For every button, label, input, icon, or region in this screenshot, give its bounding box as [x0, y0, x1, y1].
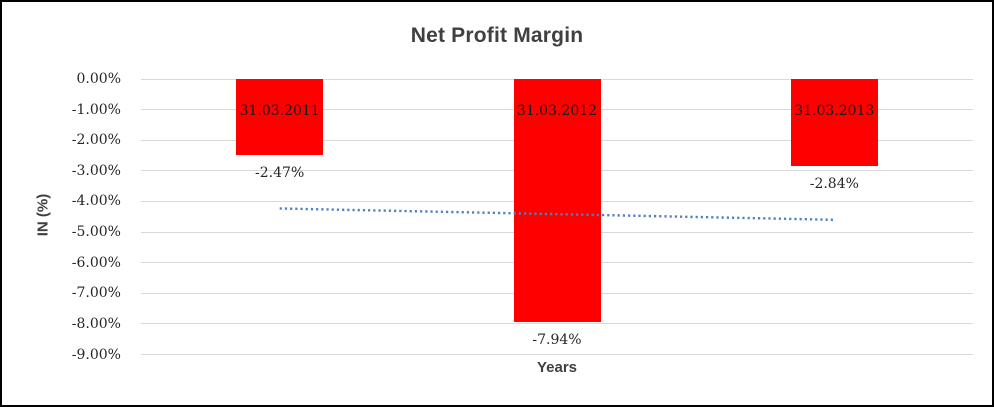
bar[interactable] [790, 79, 878, 166]
bar-value-label: -7.94% [532, 332, 582, 349]
chart-title: Net Profit Margin [410, 24, 584, 47]
y-axis-title: IN (%) [34, 193, 52, 237]
x-axis-title: Years [536, 359, 578, 376]
y-tick-label: -5.00% [71, 224, 121, 241]
bar-category-label: 31.03.2013 [794, 103, 875, 119]
y-tick-label: -9.00% [71, 346, 121, 363]
y-tick-label: -1.00% [71, 101, 121, 118]
bar-value-label: -2.84% [809, 175, 859, 192]
y-tick-label: 0.00% [76, 71, 121, 87]
bar[interactable] [513, 79, 601, 323]
bar-category-label: 31.03.2012 [516, 103, 598, 119]
y-tick-label: -3.00% [71, 162, 121, 179]
bar[interactable] [236, 79, 324, 155]
y-tick-label: -2.00% [71, 132, 121, 149]
y-tick-label: -4.00% [71, 193, 121, 210]
bar-category-label: 31.03.2011 [239, 103, 320, 119]
y-tick-label: -6.00% [71, 254, 121, 271]
y-tick-label: -7.00% [71, 285, 121, 302]
gridline [141, 323, 973, 325]
bar-value-label: -2.47% [255, 164, 305, 181]
y-tick-label: -8.00% [71, 315, 121, 332]
gridline [141, 354, 973, 355]
plot-area[interactable]: 31.03.2011 -2.47% 31.03.2012 -7.94% 31.03.20… [141, 78, 973, 355]
